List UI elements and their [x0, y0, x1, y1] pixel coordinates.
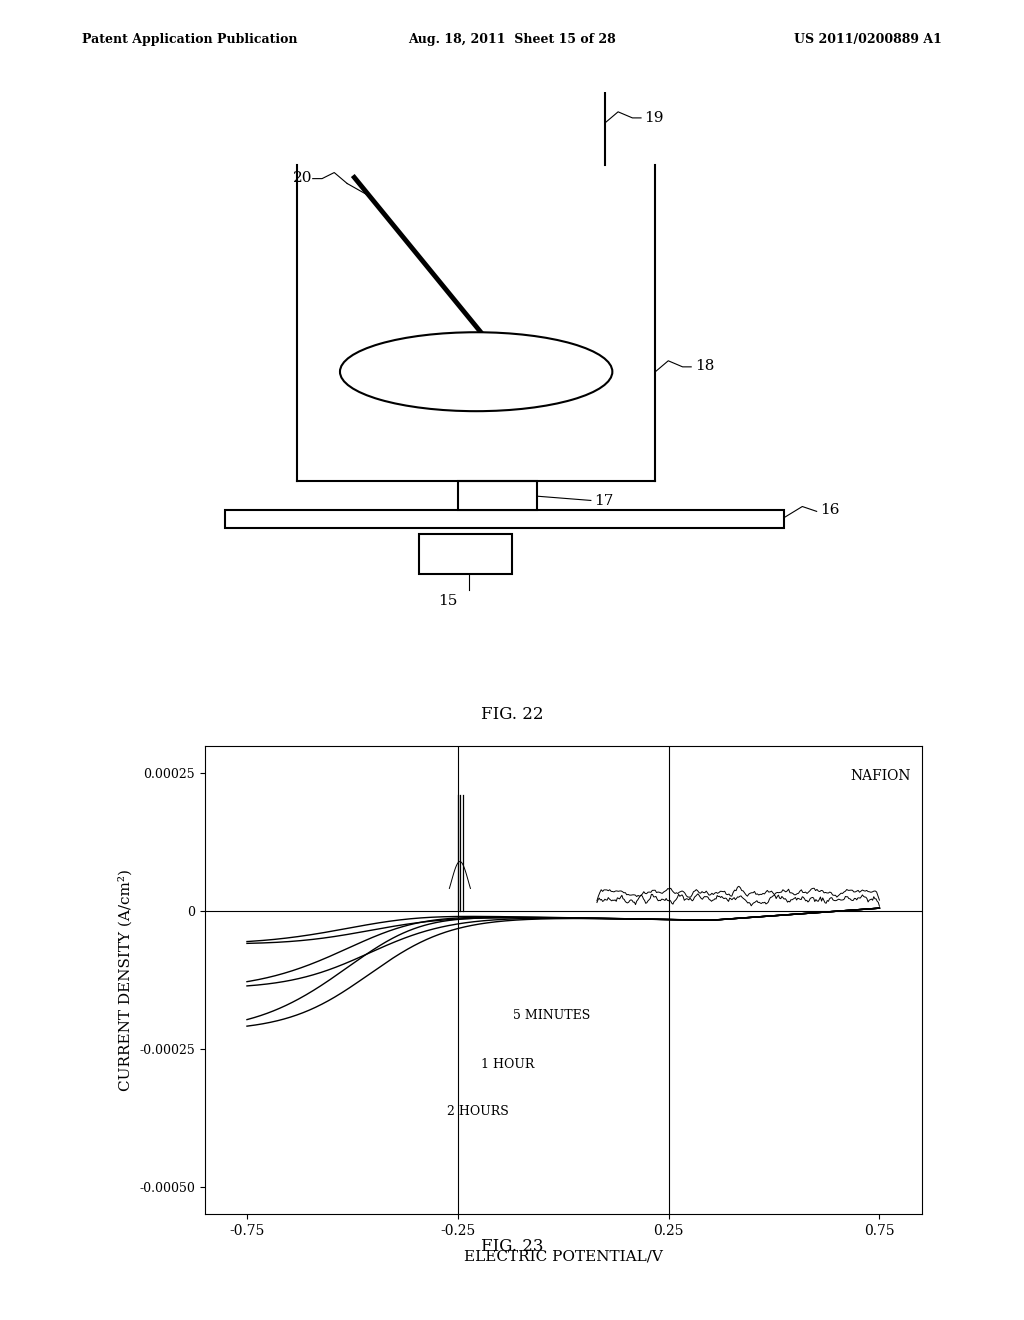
Text: 18: 18: [694, 359, 714, 374]
Text: Aug. 18, 2011  Sheet 15 of 28: Aug. 18, 2011 Sheet 15 of 28: [409, 33, 615, 46]
Text: 19: 19: [645, 111, 665, 124]
Text: FIG. 23: FIG. 23: [480, 1238, 544, 1255]
FancyBboxPatch shape: [419, 535, 512, 574]
Y-axis label: CURRENT DENSITY (A/cm²): CURRENT DENSITY (A/cm²): [118, 869, 132, 1092]
FancyBboxPatch shape: [225, 510, 784, 528]
X-axis label: ELECTRIC POTENTIAL/V: ELECTRIC POTENTIAL/V: [464, 1249, 663, 1263]
Text: 16: 16: [820, 503, 840, 517]
Text: 15: 15: [438, 594, 457, 609]
FancyBboxPatch shape: [459, 480, 537, 510]
Text: 2 HOURS: 2 HOURS: [447, 1105, 509, 1118]
Text: FIG. 22: FIG. 22: [480, 706, 544, 723]
Ellipse shape: [340, 333, 612, 412]
Text: NAFION: NAFION: [850, 770, 910, 783]
Text: US 2011/0200889 A1: US 2011/0200889 A1: [795, 33, 942, 46]
Text: 1 HOUR: 1 HOUR: [481, 1059, 535, 1072]
Text: 5 MINUTES: 5 MINUTES: [513, 1008, 590, 1022]
Text: Patent Application Publication: Patent Application Publication: [82, 33, 297, 46]
Text: 20: 20: [293, 172, 313, 185]
Text: 17: 17: [594, 494, 613, 508]
